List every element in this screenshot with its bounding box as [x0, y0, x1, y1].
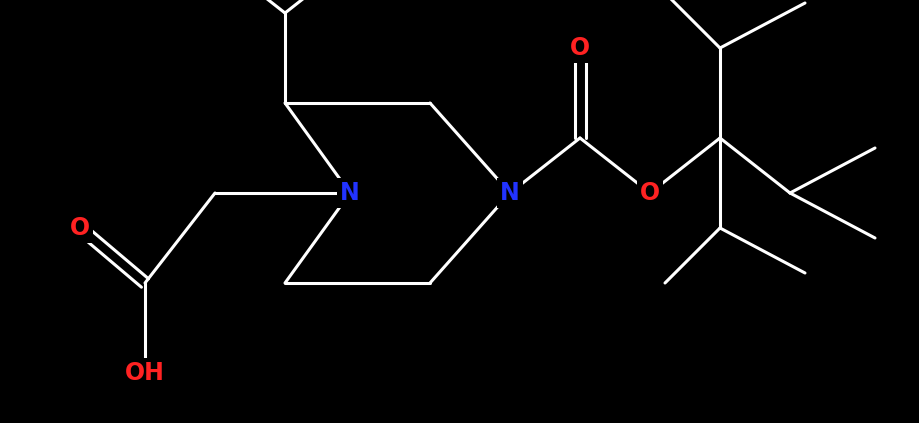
- Text: O: O: [640, 181, 660, 205]
- Text: N: N: [500, 181, 520, 205]
- Text: O: O: [570, 36, 590, 60]
- Text: OH: OH: [125, 361, 165, 385]
- Text: N: N: [340, 181, 360, 205]
- Text: O: O: [70, 216, 90, 240]
